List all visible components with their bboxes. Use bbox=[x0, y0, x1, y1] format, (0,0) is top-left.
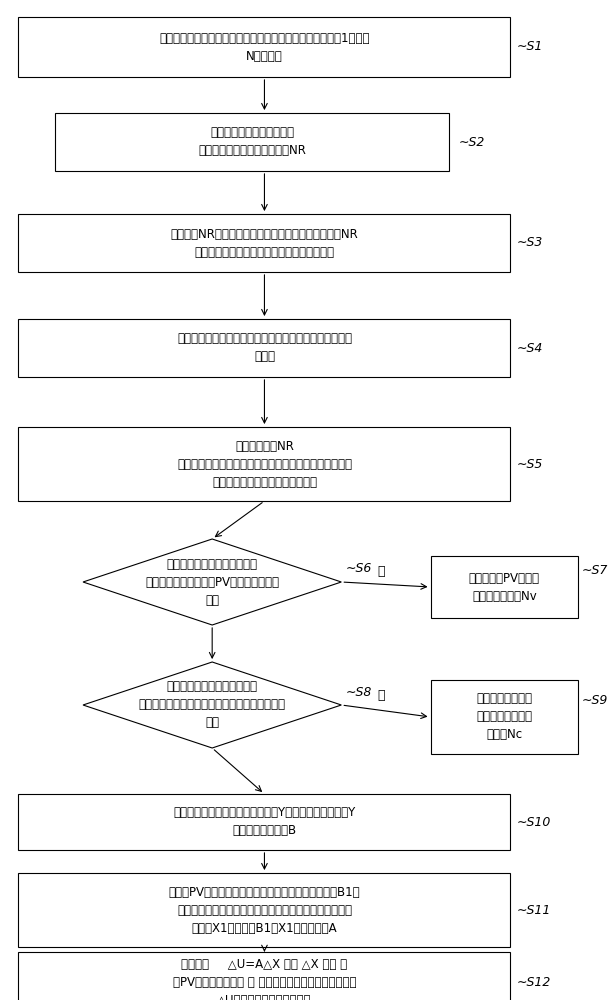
Text: ∼S6: ∼S6 bbox=[346, 562, 372, 574]
Text: 提取所述集合NR
中，待调整初始电压和调整目标电压之间的差值大于允许
调整偏差的节点，标记为越限节点: 提取所述集合NR 中，待调整初始电压和调整目标电压之间的差值大于允许 调整偏差的… bbox=[177, 440, 352, 488]
FancyBboxPatch shape bbox=[18, 214, 510, 272]
Text: ∼S12: ∼S12 bbox=[517, 976, 551, 988]
Text: ∼S8: ∼S8 bbox=[346, 686, 372, 698]
Text: ∼S2: ∼S2 bbox=[458, 135, 485, 148]
Text: 形成各PV节点电压对越限节点电压的灵敏度系统矩阵B1，
形成各无功补偿节点注入电流对越限节点电压的灵敏度系
统矩阵X1，将矩阵B1与X1合并为矩阵A: 形成各PV节点电压对越限节点电压的灵敏度系统矩阵B1， 形成各无功补偿节点注入电… bbox=[169, 886, 360, 934]
Text: ∼S9: ∼S9 bbox=[581, 694, 608, 706]
Text: ∼S10: ∼S10 bbox=[517, 816, 551, 828]
Text: ∼S1: ∼S1 bbox=[517, 40, 543, 53]
Text: 生成以所述无功补
偿节点编号为元素
的集合Nc: 生成以所述无功补 偿节点编号为元素 的集合Nc bbox=[476, 692, 533, 742]
FancyBboxPatch shape bbox=[430, 680, 578, 754]
Text: 统计待调整电力系统中的所有节点总数量，且将所有节点从1开始到
N连续编号: 统计待调整电力系统中的所有节点总数量，且将所有节点从1开始到 N连续编号 bbox=[159, 31, 370, 62]
Polygon shape bbox=[83, 662, 341, 748]
Text: ∼S7: ∼S7 bbox=[581, 564, 608, 576]
FancyBboxPatch shape bbox=[55, 113, 449, 171]
Text: ∼S11: ∼S11 bbox=[517, 904, 551, 916]
Text: 逐个判断所有的越限节点中，
是否存在通过变压器与无功补偿节点相联的越限
节点: 逐个判断所有的越限节点中， 是否存在通过变压器与无功补偿节点相联的越限 节点 bbox=[138, 680, 286, 730]
Text: 求解方程     △U=A△X 的解 △X ，得 到
各PV节点电压调整量 和 各无功补偿节点的无功变化量，
△U为所有越限节点电压偏差: 求解方程 △U=A△X 的解 △X ，得 到 各PV节点电压调整量 和 各无功补… bbox=[173, 958, 356, 1000]
FancyBboxPatch shape bbox=[18, 319, 510, 377]
FancyBboxPatch shape bbox=[18, 794, 510, 850]
FancyBboxPatch shape bbox=[18, 17, 510, 77]
Text: 生成以所述PV节点编
号为元素的集合Nv: 生成以所述PV节点编 号为元素的集合Nv bbox=[469, 572, 540, 602]
Text: 是: 是 bbox=[378, 565, 385, 578]
Text: 选择需要调整电压的节点，
生成以节点编号为元素的集合NR: 选择需要调整电压的节点， 生成以节点编号为元素的集合NR bbox=[198, 126, 306, 157]
Text: 是: 是 bbox=[378, 689, 385, 702]
Text: ∼S4: ∼S4 bbox=[517, 342, 543, 355]
FancyBboxPatch shape bbox=[18, 873, 510, 947]
FancyBboxPatch shape bbox=[430, 556, 578, 618]
Text: 进行潮流计算，并从潮流计算结果中得各节点的待调整初
始电压: 进行潮流计算，并从潮流计算结果中得各节点的待调整初 始电压 bbox=[177, 332, 352, 363]
Text: ∼S5: ∼S5 bbox=[517, 458, 543, 471]
Text: 获取集合NR中各个节点的目标调整电压值，获取集合NR
中各个节点电压的调整目标值的允许调整偏差: 获取集合NR中各个节点的目标调整电压值，获取集合NR 中各个节点电压的调整目标值… bbox=[170, 228, 359, 258]
Polygon shape bbox=[83, 539, 341, 625]
FancyBboxPatch shape bbox=[18, 952, 510, 1000]
Text: 生成包括所有节点的节点导纳矩阵Y，取出节点导纳矩阵Y
的虚部，形成矩阵B: 生成包括所有节点的节点导纳矩阵Y，取出节点导纳矩阵Y 的虚部，形成矩阵B bbox=[173, 806, 355, 838]
Text: 逐个判断所有的越限节点中，
是否存在通过变压器与PV节点相联的越限
节点: 逐个判断所有的越限节点中， 是否存在通过变压器与PV节点相联的越限 节点 bbox=[145, 558, 279, 606]
FancyBboxPatch shape bbox=[18, 427, 510, 501]
Text: ∼S3: ∼S3 bbox=[517, 236, 543, 249]
